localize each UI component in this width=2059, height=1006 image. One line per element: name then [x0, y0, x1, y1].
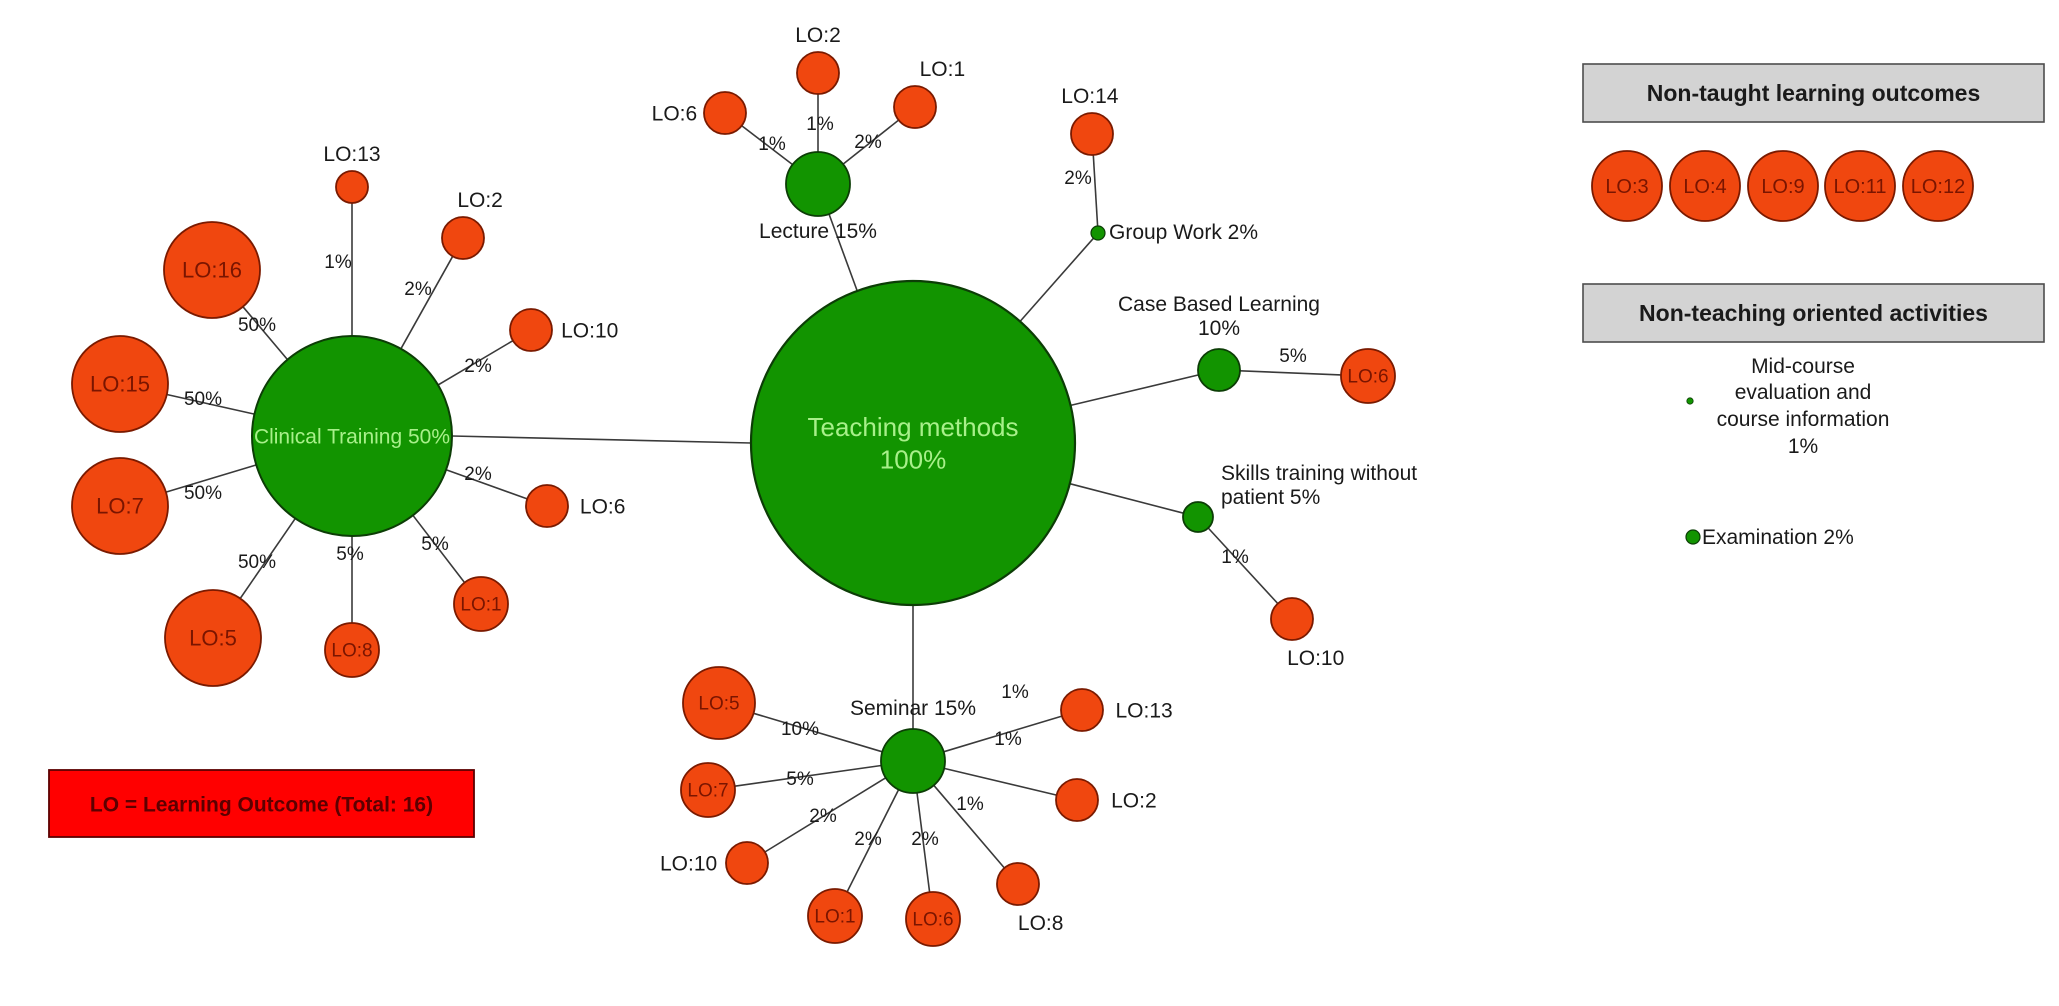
svg-text:1%: 1%: [324, 252, 352, 273]
svg-text:evaluation and: evaluation and: [1735, 381, 1872, 404]
svg-text:LO:13: LO:13: [1116, 699, 1173, 722]
svg-text:5%: 5%: [1279, 346, 1307, 367]
svg-text:patient 5%: patient 5%: [1221, 486, 1320, 509]
svg-text:LO:13: LO:13: [323, 143, 380, 166]
svg-text:Case Based Learning: Case Based Learning: [1118, 293, 1320, 316]
svg-text:5%: 5%: [786, 769, 814, 790]
svg-text:LO:3: LO:3: [1605, 176, 1648, 198]
svg-text:LO = Learning Outcome (Total:: LO = Learning Outcome (Total: 16): [90, 794, 433, 817]
svg-text:Examination 2%: Examination 2%: [1702, 526, 1854, 549]
svg-text:LO:5: LO:5: [189, 626, 237, 651]
svg-text:LO:15: LO:15: [90, 372, 150, 397]
svg-text:LO:6: LO:6: [1347, 367, 1388, 388]
svg-text:50%: 50%: [184, 389, 222, 410]
svg-text:Mid-course: Mid-course: [1751, 355, 1855, 378]
svg-text:LO:16: LO:16: [182, 258, 242, 283]
svg-text:LO:6: LO:6: [912, 910, 953, 931]
svg-text:LO:2: LO:2: [1111, 789, 1157, 812]
svg-text:Seminar 15%: Seminar 15%: [850, 697, 976, 720]
svg-text:LO:5: LO:5: [698, 694, 739, 715]
svg-text:1%: 1%: [806, 114, 834, 135]
svg-text:LO:10: LO:10: [561, 319, 618, 342]
svg-text:Lecture 15%: Lecture 15%: [759, 220, 877, 243]
svg-text:LO:1: LO:1: [814, 907, 855, 928]
svg-text:2%: 2%: [854, 829, 882, 850]
svg-text:LO:10: LO:10: [1287, 647, 1344, 670]
svg-text:LO:1: LO:1: [460, 595, 501, 616]
svg-text:LO:8: LO:8: [1018, 912, 1064, 935]
svg-text:10%: 10%: [1198, 317, 1240, 340]
svg-text:1%: 1%: [994, 729, 1022, 750]
svg-text:50%: 50%: [238, 552, 276, 573]
svg-text:50%: 50%: [238, 315, 276, 336]
svg-text:LO:12: LO:12: [1911, 176, 1965, 198]
svg-text:10%: 10%: [781, 719, 819, 740]
svg-text:2%: 2%: [854, 132, 882, 153]
svg-text:1%: 1%: [1001, 682, 1029, 703]
svg-text:Teaching methods: Teaching methods: [807, 412, 1018, 442]
svg-text:LO:7: LO:7: [96, 494, 144, 519]
svg-text:1%: 1%: [1221, 547, 1249, 568]
svg-text:Skills training without: Skills training without: [1221, 462, 1417, 485]
svg-text:1%: 1%: [956, 794, 984, 815]
svg-text:100%: 100%: [880, 444, 947, 474]
svg-text:LO:8: LO:8: [331, 641, 372, 662]
svg-text:LO:7: LO:7: [687, 781, 728, 802]
svg-text:Non-taught learning outcomes: Non-taught learning outcomes: [1647, 80, 1981, 106]
svg-text:2%: 2%: [464, 356, 492, 377]
svg-text:Group Work 2%: Group Work 2%: [1109, 221, 1258, 244]
svg-text:2%: 2%: [911, 829, 939, 850]
svg-text:LO:9: LO:9: [1761, 176, 1804, 198]
svg-text:LO:6: LO:6: [580, 495, 626, 518]
svg-text:2%: 2%: [809, 806, 837, 827]
svg-text:2%: 2%: [404, 279, 432, 300]
svg-text:LO:1: LO:1: [920, 58, 966, 81]
svg-text:Clinical Training 50%: Clinical Training 50%: [254, 425, 450, 448]
svg-text:LO:2: LO:2: [457, 189, 503, 212]
svg-text:LO:10: LO:10: [660, 852, 717, 875]
svg-text:LO:2: LO:2: [795, 24, 841, 47]
svg-text:LO:4: LO:4: [1683, 176, 1726, 198]
svg-text:LO:14: LO:14: [1061, 85, 1119, 108]
svg-text:5%: 5%: [421, 534, 449, 555]
svg-text:2%: 2%: [1064, 168, 1092, 189]
svg-text:1%: 1%: [1788, 435, 1818, 458]
svg-text:2%: 2%: [464, 464, 492, 485]
svg-text:course information: course information: [1717, 408, 1890, 431]
svg-text:50%: 50%: [184, 483, 222, 504]
svg-text:1%: 1%: [758, 134, 786, 155]
svg-text:Non-teaching oriented activiti: Non-teaching oriented activities: [1639, 300, 1988, 326]
svg-text:5%: 5%: [336, 544, 364, 565]
svg-text:LO:6: LO:6: [652, 102, 698, 125]
svg-text:LO:11: LO:11: [1834, 176, 1887, 198]
